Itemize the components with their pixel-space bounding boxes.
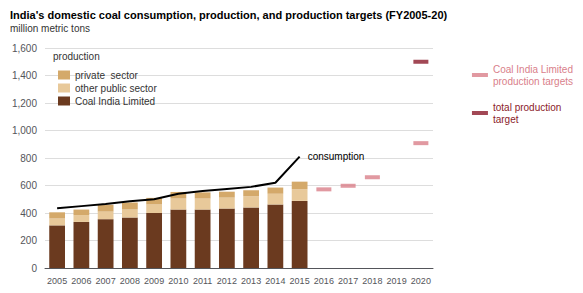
svg-text:2013: 2013: [241, 276, 261, 286]
svg-text:2012: 2012: [217, 276, 237, 286]
svg-text:2014: 2014: [265, 276, 285, 286]
svg-text:million metric tons: million metric tons: [10, 23, 90, 34]
svg-text:2017: 2017: [338, 276, 358, 286]
svg-text:2018: 2018: [362, 276, 382, 286]
svg-text:production: production: [53, 51, 100, 62]
svg-text:Coal India Limited: Coal India Limited: [75, 96, 155, 107]
svg-text:2009: 2009: [144, 276, 164, 286]
svg-text:0: 0: [31, 263, 37, 274]
svg-text:Coal India Limited: Coal India Limited: [493, 64, 573, 75]
svg-text:400: 400: [20, 208, 37, 219]
svg-text:total production: total production: [493, 102, 561, 113]
svg-text:target: target: [493, 114, 519, 125]
svg-text:2015: 2015: [290, 276, 310, 286]
svg-text:2005: 2005: [47, 276, 67, 286]
svg-text:consumption: consumption: [308, 151, 365, 162]
svg-text:India's domestic coal consumpt: India's domestic coal consumption, produ…: [10, 9, 448, 21]
svg-text:2008: 2008: [120, 276, 140, 286]
svg-text:600: 600: [20, 180, 37, 191]
svg-text:production targets: production targets: [493, 76, 573, 87]
svg-text:2007: 2007: [96, 276, 116, 286]
svg-text:private sector: private sector: [75, 70, 138, 81]
svg-text:1,400: 1,400: [12, 70, 37, 81]
svg-text:2010: 2010: [168, 276, 188, 286]
svg-text:1,200: 1,200: [12, 98, 37, 109]
svg-text:1,600: 1,600: [12, 43, 37, 54]
svg-text:2016: 2016: [314, 276, 334, 286]
svg-text:2011: 2011: [193, 276, 212, 286]
svg-text:2019: 2019: [387, 276, 407, 286]
svg-text:1,000: 1,000: [12, 125, 37, 136]
svg-text:2006: 2006: [71, 276, 91, 286]
svg-text:800: 800: [20, 153, 37, 164]
svg-text:other public sector: other public sector: [75, 83, 157, 94]
svg-text:200: 200: [20, 235, 37, 246]
svg-text:2020: 2020: [411, 276, 431, 286]
